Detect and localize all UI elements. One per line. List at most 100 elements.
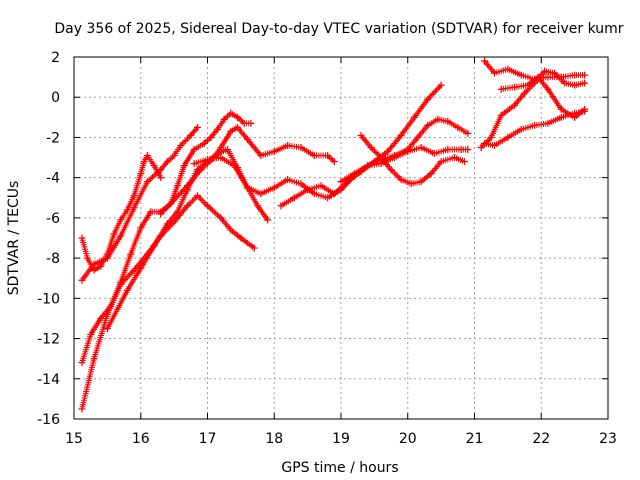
data-point: [78, 359, 86, 367]
data-point: [277, 202, 285, 210]
data-point: [544, 119, 552, 127]
data-point: [434, 115, 442, 123]
data-point: [511, 101, 519, 109]
data-point: [183, 202, 191, 210]
data-point: [544, 85, 552, 93]
data-point: [437, 158, 445, 166]
series-track-9: [357, 131, 468, 188]
data-point: [250, 244, 258, 252]
series-track-14: [481, 107, 589, 149]
data-point: [137, 224, 145, 232]
data-point: [424, 121, 432, 129]
data-point: [240, 119, 248, 127]
data-point: [143, 152, 151, 160]
y-tick-label: -2: [46, 130, 60, 146]
data-point: [97, 262, 105, 270]
data-point: [227, 226, 235, 234]
y-tick-label: -14: [37, 372, 60, 388]
data-point: [183, 182, 191, 190]
data-point: [504, 133, 512, 141]
data-point: [517, 71, 525, 79]
x-tick-label: 17: [199, 431, 217, 447]
data-point: [437, 81, 445, 89]
data-point: [78, 405, 86, 413]
data-point: [214, 125, 222, 133]
y-tick-label: -12: [37, 332, 60, 348]
data-point: [531, 121, 539, 129]
data-point: [78, 234, 86, 242]
data-point: [544, 73, 552, 81]
x-axis-label: GPS time / hours: [281, 460, 398, 476]
data-point: [414, 133, 422, 141]
data-point: [290, 194, 298, 202]
data-point: [531, 79, 539, 87]
data-point: [137, 170, 145, 178]
data-point: [217, 144, 225, 151]
data-point: [491, 69, 499, 77]
data-point: [324, 152, 332, 160]
data-point: [117, 216, 125, 224]
data-point: [417, 178, 425, 186]
data-point: [177, 141, 185, 149]
data-point: [234, 123, 242, 131]
series-track-10: [337, 115, 472, 186]
data-point: [390, 152, 398, 160]
data-point: [150, 162, 158, 170]
data-point: [324, 194, 332, 202]
data-point: [147, 208, 155, 216]
data-point: [244, 184, 252, 192]
data-point: [571, 81, 579, 89]
data-point: [170, 196, 178, 204]
data-point: [581, 71, 589, 79]
data-point: [481, 57, 489, 65]
data-point: [150, 242, 158, 250]
data-point: [384, 148, 392, 156]
data-point: [407, 180, 415, 188]
data-point: [487, 133, 495, 141]
series-track-2: [78, 123, 201, 284]
data-point: [217, 154, 225, 162]
x-tick-label: 23: [599, 431, 617, 447]
data-point: [364, 162, 372, 170]
y-tick-label: 2: [51, 50, 60, 66]
data-point: [297, 144, 305, 151]
data-point: [97, 314, 105, 322]
data-point: [103, 325, 111, 332]
grid-layer: [74, 57, 608, 419]
data-point: [270, 184, 278, 192]
data-point: [103, 310, 111, 318]
data-point: [284, 141, 292, 149]
data-point: [477, 144, 485, 151]
data-point: [581, 79, 589, 87]
data-point: [450, 154, 458, 162]
data-point: [460, 158, 468, 166]
data-point: [264, 216, 272, 224]
data-point: [427, 170, 435, 178]
data-point: [157, 166, 165, 174]
data-point: [481, 139, 489, 147]
series-track-8: [277, 81, 445, 210]
data-point: [110, 230, 118, 238]
data-point: [397, 131, 405, 139]
data-point: [304, 186, 312, 194]
data-point: [187, 131, 195, 139]
data-point: [541, 67, 549, 75]
data-point: [444, 117, 452, 125]
data-point: [284, 176, 292, 184]
data-point: [117, 232, 125, 240]
data-point: [491, 141, 499, 149]
data-point: [204, 202, 211, 210]
data-point: [317, 182, 325, 190]
data-point: [190, 160, 198, 168]
data-point: [504, 65, 512, 73]
data-point: [330, 158, 338, 166]
data-point: [337, 178, 345, 186]
x-tick-label: 20: [399, 431, 417, 447]
data-point: [330, 190, 338, 198]
data-point: [130, 192, 138, 200]
data-point: [180, 162, 188, 170]
data-point: [581, 107, 589, 115]
data-point: [157, 174, 165, 182]
data-point: [557, 105, 565, 113]
data-point: [454, 123, 462, 131]
